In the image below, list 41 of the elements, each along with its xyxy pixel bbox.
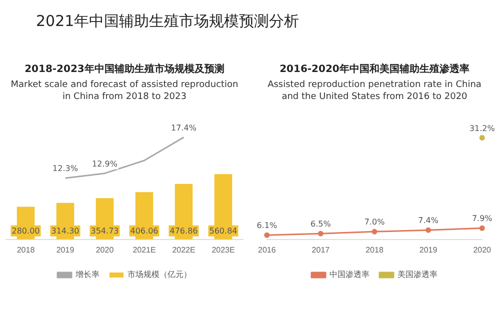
data-label: 314.30 <box>51 226 80 236</box>
point <box>318 230 324 236</box>
x-tick-label: 2021E <box>132 245 156 254</box>
x-tick-label: 2016 <box>258 245 276 254</box>
x-tick-label: 2018 <box>16 245 36 254</box>
chart-subtitle: Market scale and forecast of assisted reproduction in China from 2018 to 2023 <box>10 79 240 103</box>
legend-label: 增长率 <box>74 270 100 280</box>
data-label: 476.86 <box>170 226 198 236</box>
data-label: 280.00 <box>12 226 40 236</box>
x-tick-label: 2018 <box>366 245 384 254</box>
data-label: 12.3% <box>52 164 78 174</box>
x-tick-label: 2023E <box>212 245 235 254</box>
x-tick-label: 2020 <box>473 245 492 254</box>
x-tick-label: 2022E <box>172 245 196 254</box>
data-label: 406.06 <box>130 226 158 236</box>
point <box>264 232 270 238</box>
legend-label: 市场规模（亿元） <box>128 270 192 280</box>
data-label: 560.84 <box>209 226 238 236</box>
data-label: 6.5% <box>310 220 332 229</box>
data-label: 17.4% <box>171 123 197 132</box>
legend-label: 中国渗透率 <box>330 270 370 280</box>
point <box>479 225 485 231</box>
x-tick-label: 2020 <box>96 245 114 254</box>
data-label: 7.9% <box>472 214 493 224</box>
data-label: 6.1% <box>256 221 278 230</box>
data-label: 31.2% <box>469 124 496 133</box>
x-tick-label: 2019 <box>419 245 438 254</box>
data-label: 354.73 <box>90 226 119 236</box>
data-label: 7.4% <box>418 216 439 226</box>
chart-subtitle: Assisted reproduction penetration rate in China and the United States from 2016 to 2020 <box>266 79 482 103</box>
x-tick-label: 2019 <box>56 245 75 254</box>
data-label: 12.9% <box>92 159 118 168</box>
point <box>372 228 378 234</box>
x-tick-label: 2017 <box>312 245 330 254</box>
point <box>426 227 432 233</box>
chart-title: 2016-2020年中国和美国辅助生殖渗透率 <box>278 62 470 76</box>
point <box>479 134 485 140</box>
legend-label: 美国渗透率 <box>398 270 438 280</box>
chart-title: 2018-2023年中国辅助生殖市场规模及预测 <box>24 62 226 76</box>
text: 2021年中国辅助生殖市场规模预测分析 <box>36 12 300 31</box>
data-label: 7.0% <box>364 218 386 227</box>
